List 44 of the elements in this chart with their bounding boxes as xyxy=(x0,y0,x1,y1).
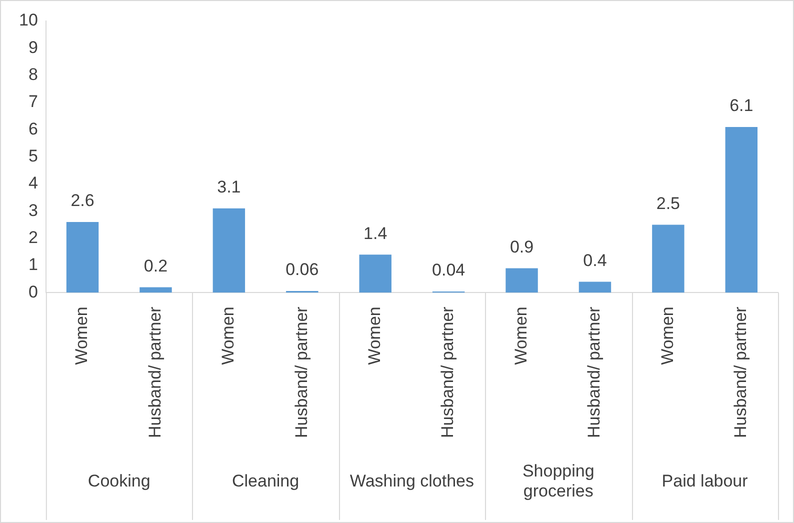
data-label: 0.2 xyxy=(144,256,168,276)
x-tick-label: Women xyxy=(658,306,677,365)
bar xyxy=(212,208,246,293)
data-label: 0.04 xyxy=(432,260,466,280)
x-tick-label: Women xyxy=(365,306,384,365)
y-tick-label: 3 xyxy=(28,200,38,220)
x-tick-label: Husband/ partner xyxy=(292,306,311,438)
bar xyxy=(578,282,612,293)
data-label: 6.1 xyxy=(730,96,754,116)
y-tick-label: 7 xyxy=(28,92,38,112)
x-tick-label: Women xyxy=(511,306,530,365)
text: Washing clothes xyxy=(350,472,474,491)
data-label: 2.5 xyxy=(656,194,680,213)
bar xyxy=(140,287,172,293)
text: Cleaning xyxy=(232,472,300,491)
y-tick-label: 1 xyxy=(28,255,38,274)
y-tick-label: 8 xyxy=(28,65,38,84)
y-tick-label: 0 xyxy=(28,282,38,302)
bar xyxy=(725,126,758,293)
y-tick-label: 2 xyxy=(28,228,38,247)
data-label: 1.4 xyxy=(364,224,388,243)
text: Paid labour xyxy=(662,472,748,491)
y-tick-label: 5 xyxy=(28,146,38,166)
data-label: 0.4 xyxy=(583,250,607,270)
bar xyxy=(506,268,538,293)
data-label: 0.9 xyxy=(510,237,534,256)
x-tick-label: Women xyxy=(218,306,238,365)
y-tick-label: 4 xyxy=(28,174,38,193)
x-tick-label: Husband/ partner xyxy=(584,306,604,438)
text: Cooking xyxy=(88,472,150,491)
bar xyxy=(652,224,684,293)
text: Shopping groceries xyxy=(522,462,594,501)
data-label: 0.06 xyxy=(286,260,319,280)
y-tick-label: 10 xyxy=(18,10,38,30)
y-tick-label: 6 xyxy=(28,119,38,138)
y-tick-label: 9 xyxy=(28,38,38,57)
data-label: 2.6 xyxy=(70,191,94,210)
x-tick-label: Husband/ partner xyxy=(731,306,750,438)
x-tick-label: Husband/ partner xyxy=(438,306,458,438)
bar xyxy=(66,222,99,293)
x-tick-label: Husband/ partner xyxy=(145,306,164,438)
data-label: 3.1 xyxy=(217,178,241,197)
x-tick-label: Women xyxy=(72,306,92,365)
bar xyxy=(359,254,392,293)
